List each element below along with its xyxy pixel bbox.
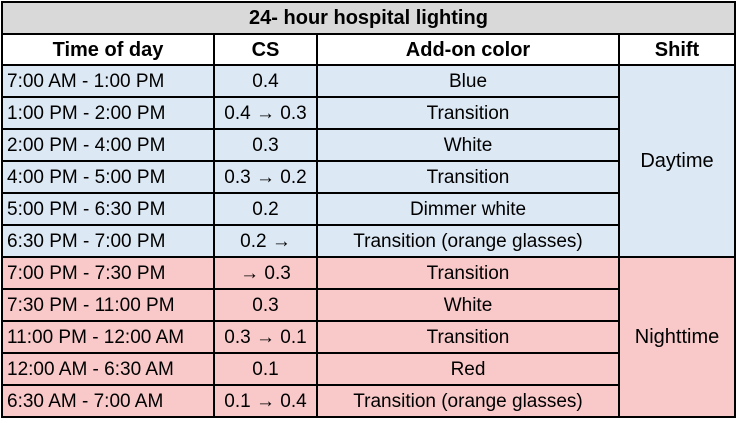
time-cell: 5:00 PM - 6:30 PM [1, 192, 215, 226]
time-cell: 4:00 PM - 5:00 PM [1, 160, 215, 194]
time-cell: 6:30 PM - 7:00 PM [1, 224, 215, 258]
table-row: 12:00 AM - 6:30 AM 0.1 Red [1, 352, 735, 386]
lighting-schedule: 24- hour hospital lighting Time of day C… [1, 1, 736, 418]
shift-day-cell: Daytime [618, 64, 736, 258]
color-cell: Transition [316, 160, 620, 194]
color-cell: Transition [316, 96, 620, 130]
header-shift: Shift [618, 33, 736, 66]
table-row: 5:00 PM - 6:30 PM 0.2 Dimmer white [1, 192, 735, 226]
color-cell: Blue [316, 64, 620, 98]
header-row: Time of day CS Add-on color Shift [1, 33, 736, 66]
time-cell: 7:00 PM - 7:30 PM [1, 256, 215, 290]
color-cell: Transition (orange glasses) [316, 224, 620, 258]
cs-cell: 0.1 [213, 352, 318, 386]
title-row: 24- hour hospital lighting [1, 1, 736, 35]
table-row: 6:30 AM - 7:00 AM 0.1 → 0.4 Transition (or… [1, 384, 735, 418]
table-row: 11:00 PM - 12:00 AM 0.3 → 0.1 Transition [1, 320, 735, 354]
cs-cell: 0.1 → 0.4 [213, 384, 318, 418]
cs-cell: 0.3 [213, 128, 318, 162]
cs-cell: 0.4 → 0.3 [213, 96, 318, 130]
cs-cell: 0.2 → [213, 224, 318, 258]
table-row: 7:00 PM - 7:30 PM → 0.3 Transition Nighttim… [1, 256, 736, 418]
color-cell: White [316, 288, 620, 322]
table-title: 24- hour hospital lighting [1, 1, 736, 35]
table-row: 4:00 PM - 5:00 PM 0.3 → 0.2 Transition [1, 160, 735, 194]
table-row: 7:00 AM - 1:00 PM 0.4 Blue Daytime [1, 64, 736, 258]
time-cell: 7:30 PM - 11:00 PM [1, 288, 215, 322]
cs-cell: → 0.3 [213, 256, 318, 290]
lighting-table: 24- hour hospital lighting Time of day C… [1, 1, 736, 418]
shift-night-cell: Nighttime [618, 256, 736, 418]
time-cell: 6:30 AM - 7:00 AM [1, 384, 215, 418]
cs-cell: 0.3 [213, 288, 318, 322]
cs-cell: 0.2 [213, 192, 318, 226]
color-cell: White [316, 128, 620, 162]
cs-cell: 0.3 → 0.2 [213, 160, 318, 194]
color-cell: Dimmer white [316, 192, 620, 226]
color-cell: Transition [316, 320, 620, 354]
header-cs: CS [213, 33, 318, 66]
time-cell: 7:00 AM - 1:00 PM [1, 64, 215, 98]
time-cell: 2:00 PM - 4:00 PM [1, 128, 215, 162]
table-row: 1:00 PM - 2:00 PM 0.4 → 0.3 Transition [1, 96, 735, 130]
header-color: Add-on color [316, 33, 620, 66]
cs-cell: 0.4 [213, 64, 318, 98]
time-cell: 12:00 AM - 6:30 AM [1, 352, 215, 386]
header-time: Time of day [1, 33, 215, 66]
table-row: 7:30 PM - 11:00 PM 0.3 White [1, 288, 735, 322]
color-cell: Transition (orange glasses) [316, 384, 620, 418]
table-row: 2:00 PM - 4:00 PM 0.3 White [1, 128, 735, 162]
time-cell: 11:00 PM - 12:00 AM [1, 320, 215, 354]
table-row: 6:30 PM - 7:00 PM 0.2 → Transition (orange… [1, 224, 735, 258]
cs-cell: 0.3 → 0.1 [213, 320, 318, 354]
color-cell: Transition [316, 256, 620, 290]
time-cell: 1:00 PM - 2:00 PM [1, 96, 215, 130]
color-cell: Red [316, 352, 620, 386]
